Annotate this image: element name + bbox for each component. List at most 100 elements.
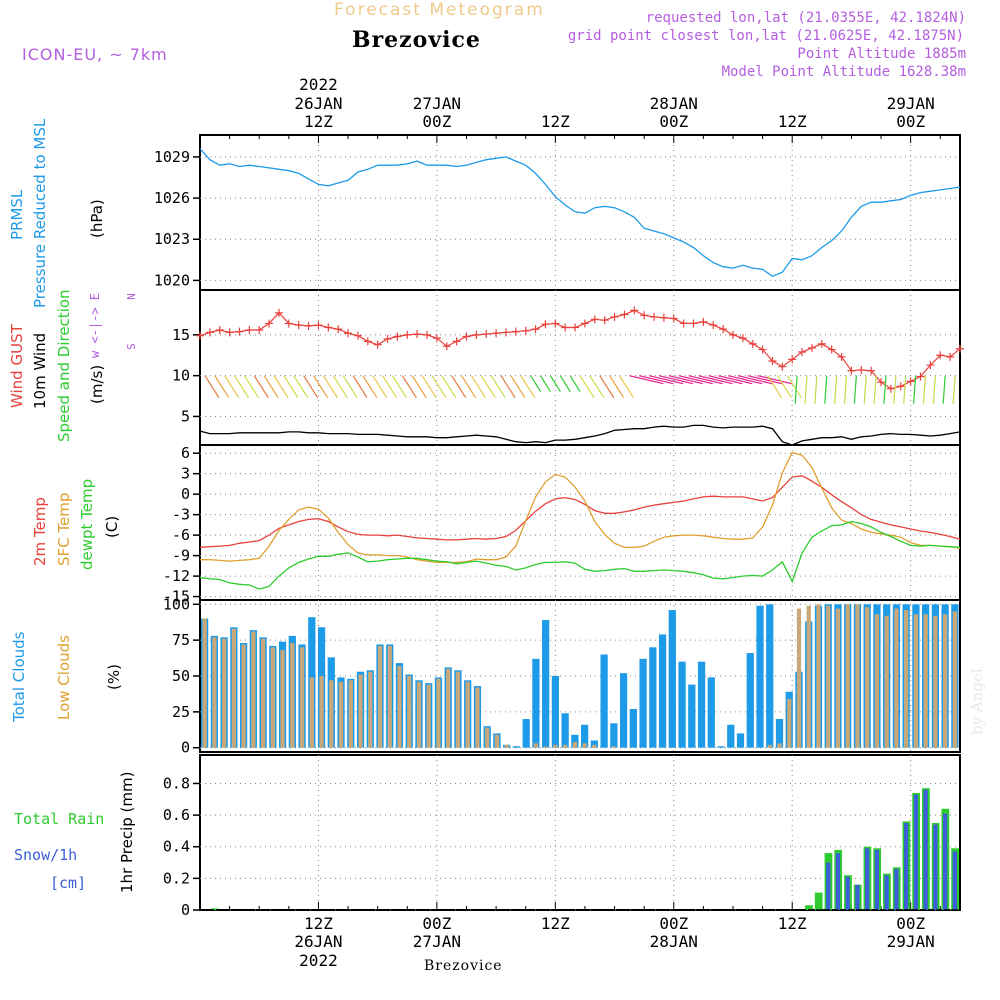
wind-direction-arrow: [794, 375, 798, 404]
gust-point: [215, 325, 224, 334]
wind-direction-arrow: [814, 375, 818, 404]
wind-direction-arrow: [873, 375, 877, 404]
total-clouds-bar: [678, 661, 686, 748]
gust-point: [807, 343, 816, 352]
pressure-line: [199, 148, 961, 278]
gust-point: [748, 339, 757, 348]
gust-point: [738, 334, 747, 343]
temp-ytick-label: 6: [181, 444, 190, 462]
low-clouds-bar: [377, 645, 383, 748]
total-clouds-bar: [571, 734, 579, 748]
wind-direction-arrow: [421, 375, 437, 398]
precip-ytick-label: 0.8: [163, 774, 190, 792]
bottom-axis-date: 29JAN: [887, 932, 935, 951]
pressure-ytick-label: 1029: [154, 148, 190, 166]
low-clouds-bar: [465, 681, 470, 748]
low-clouds-bar: [290, 643, 295, 748]
wind-direction-arrow: [942, 375, 946, 404]
gust-point: [413, 330, 422, 339]
wind-direction-arrow: [688, 375, 723, 385]
gust-point: [758, 345, 767, 354]
low-clouds-bar: [543, 746, 548, 748]
low-clouds-bar: [884, 615, 889, 748]
low-clouds-bar: [767, 744, 772, 748]
pressure-ytick-label: 1023: [154, 230, 190, 248]
total-clouds-bar: [581, 724, 589, 748]
low-clouds-bar: [436, 678, 441, 748]
gust-point: [265, 319, 274, 328]
total-clouds-bar: [590, 740, 598, 748]
gust-point: [482, 330, 491, 339]
wind-direction-arrow: [332, 375, 348, 398]
wind-unit: (m/s): [88, 364, 106, 404]
gust-point: [689, 319, 698, 328]
gust-point: [235, 327, 244, 336]
gust-point: [314, 321, 323, 330]
wind-direction-arrow: [510, 375, 526, 398]
top-axis-year: 2022: [299, 75, 338, 94]
wind-direction-arrow: [520, 375, 536, 398]
total-clouds-bar: [736, 733, 745, 748]
total-clouds-bar: [532, 658, 540, 748]
low-clouds-bar: [943, 614, 948, 748]
wind-direction-arrow: [293, 375, 309, 398]
wind-direction-arrow: [668, 375, 703, 385]
low-clouds-bar: [533, 743, 539, 748]
gust-point: [245, 325, 254, 334]
gust-point: [610, 312, 619, 321]
wind-direction-arrow: [883, 375, 887, 404]
snow-bar: [835, 853, 841, 910]
gust-point: [946, 352, 955, 361]
gust-point: [590, 315, 599, 324]
rain-bar: [814, 892, 823, 910]
temp-ytick-label: 0: [181, 485, 190, 503]
gust-point: [640, 311, 649, 320]
low-clouds-bar: [865, 607, 870, 748]
top-axis-time: 12Z: [304, 112, 333, 131]
bottom-axis-date: 28JAN: [650, 932, 698, 951]
total-clouds-bar: [746, 653, 754, 748]
low-clouds-bar: [280, 650, 285, 748]
wind-direction-arrow: [599, 375, 615, 398]
low-clouds-bar: [358, 674, 363, 748]
gust-point: [383, 334, 392, 343]
bottom-axis-year: 2022: [299, 951, 338, 970]
low-clouds-bar: [796, 608, 802, 748]
wind-direction-arrow: [853, 375, 857, 404]
snow-bar: [826, 862, 831, 910]
precip-ytick-label: 0: [181, 901, 190, 919]
wind-direction-arrow: [352, 375, 368, 398]
wind-direction-arrow: [549, 375, 561, 392]
wind-direction-arrow: [893, 375, 897, 404]
wind-direction-arrow: [273, 375, 289, 398]
wind-ytick-label: 5: [181, 407, 190, 425]
clouds-ytick-label: 25: [172, 703, 190, 721]
gust-point: [294, 321, 303, 330]
wind-direction-arrow: [540, 375, 552, 392]
gust-point: [541, 320, 550, 329]
gust-point: [659, 313, 668, 322]
wind-direction-arrow: [609, 375, 625, 398]
wind-direction-arrow: [932, 375, 936, 404]
temp-ytick-label: -3: [172, 506, 190, 524]
low-clouds-bar: [231, 628, 236, 748]
low-clouds-bar: [913, 614, 919, 748]
gust-point: [551, 319, 560, 328]
temp-ytick-label: 3: [181, 465, 190, 483]
low-clouds-bar: [416, 681, 422, 748]
wind-direction-arrow: [629, 375, 664, 385]
wind-direction-arrow: [863, 375, 867, 404]
wind-direction-arrow: [843, 375, 848, 404]
low-clouds-bar: [329, 680, 334, 748]
snow-bar: [943, 813, 948, 910]
precip-ytick-label: 0.2: [163, 869, 190, 887]
wind-direction-arrow: [243, 375, 259, 398]
total-clouds-bar: [668, 610, 676, 748]
bottom-axis-time: 00Z: [422, 914, 451, 933]
gust-point: [353, 331, 362, 340]
low-clouds-bar: [202, 618, 207, 748]
total-clouds-bar: [697, 661, 706, 748]
gust-point: [255, 325, 264, 334]
wind-direction-label: Speed and Direction: [55, 289, 73, 442]
low-clouds-bar: [241, 644, 246, 748]
